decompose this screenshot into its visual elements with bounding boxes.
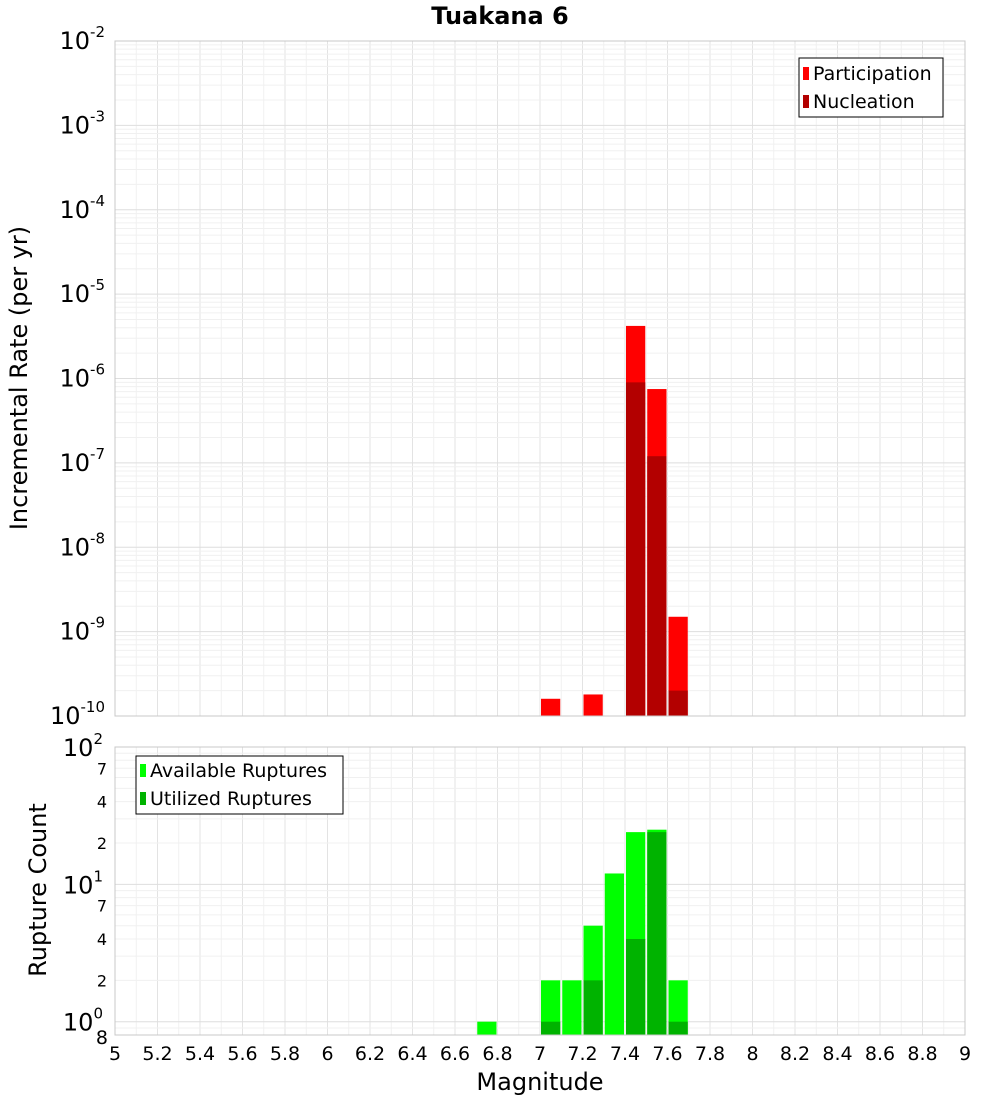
x-tick-label: 7.8 [695, 1043, 725, 1065]
ticks-layer: 10-1010-910-810-710-610-510-410-310-2100… [50, 23, 971, 1065]
chart-title: Tuakana 6 [431, 2, 569, 30]
bottom-bar-available-ruptures-2 [562, 980, 582, 1035]
top-y-tick-exponent: -2 [90, 23, 105, 41]
top-y-axis-label: Incremental Rate (per yr) [5, 226, 33, 530]
bottom-y-major-tick-exponent: 1 [93, 867, 103, 885]
top-plot-frame [114, 40, 966, 717]
top-bar-nucleation-2 [668, 690, 688, 716]
top-y-tick-exponent: -4 [90, 192, 105, 210]
legend-label-utilized-ruptures: Utilized Ruptures [150, 788, 312, 810]
x-tick-label: 7.6 [652, 1043, 682, 1065]
x-tick-label: 6 [321, 1043, 333, 1065]
legend-swatch-utilized-ruptures [140, 792, 146, 805]
bottom-y-major-tick-exponent: 0 [93, 1005, 103, 1023]
bottom-legend: Available Ruptures Utilized Ruptures [135, 755, 344, 815]
legend-label-available-ruptures: Available Ruptures [150, 760, 327, 782]
bottom-bar-utilized-ruptures-3 [647, 832, 667, 1035]
top-y-tick-label: 10-4 [59, 192, 105, 224]
x-tick-label: 7.2 [567, 1043, 597, 1065]
x-tick-label: 5.8 [270, 1043, 300, 1065]
legend-swatch-available-ruptures [140, 764, 146, 777]
top-legend-box [798, 57, 944, 118]
bottom-legend-box [135, 755, 344, 815]
x-tick-label: 8 [746, 1043, 758, 1065]
bottom-bar-utilized-ruptures-4 [668, 1021, 688, 1035]
x-tick-label: 6.2 [355, 1043, 385, 1065]
top-bar-participation-0 [541, 698, 561, 716]
x-tick-label: 5.2 [142, 1043, 172, 1065]
top-y-tick-exponent: -8 [90, 529, 105, 547]
x-tick-label: 8.8 [907, 1043, 937, 1065]
top-y-tick-exponent: -6 [90, 361, 105, 379]
grid-layer [114, 40, 966, 1036]
bottom-bar-utilized-ruptures-1 [583, 980, 603, 1035]
bottom-y-minor-tick-label: 2 [97, 834, 107, 853]
top-y-tick-label: 10-8 [59, 529, 105, 561]
legend-label-nucleation: Nucleation [813, 91, 915, 113]
top-legend: Participation Nucleation [798, 57, 944, 118]
top-y-tick-exponent: -10 [81, 698, 106, 716]
x-tick-label: 8.2 [780, 1043, 810, 1065]
top-y-tick-label: 10-7 [59, 445, 105, 477]
top-bar-nucleation-1 [647, 456, 667, 716]
bottom-bar-available-ruptures-1 [541, 980, 561, 1035]
legend-swatch-nucleation [803, 95, 809, 108]
top-bar-nucleation-0 [626, 382, 646, 716]
bottom-bar-utilized-ruptures-2 [626, 939, 646, 1035]
x-tick-label: 5.6 [227, 1043, 257, 1065]
top-y-tick-label: 10-3 [59, 107, 105, 139]
bottom-y-minor-tick-label: 4 [97, 793, 107, 812]
bottom-y-minor-tick-label: 4 [97, 930, 107, 949]
x-tick-label: 5.4 [185, 1043, 215, 1065]
top-y-tick-exponent: -7 [90, 445, 105, 463]
bottom-bar-utilized-ruptures-0 [541, 1021, 561, 1035]
bars-layer [477, 325, 688, 1035]
bottom-bar-available-ruptures-4 [604, 873, 624, 1035]
bottom-y-axis-label: Rupture Count [24, 803, 52, 977]
x-tick-label: 8.6 [865, 1043, 895, 1065]
bottom-y-major-tick-label: 101 [63, 867, 103, 899]
top-y-tick-exponent: -9 [90, 614, 105, 632]
bottom-y-minor-tick-label: 7 [97, 759, 107, 778]
top-y-tick-label: 10-6 [59, 361, 105, 393]
top-y-tick-exponent: -5 [90, 276, 105, 294]
top-bar-participation-1 [583, 694, 603, 716]
frame-layer [114, 40, 966, 1036]
x-axis-label: Magnitude [476, 1068, 603, 1096]
top-y-tick-label: 10-9 [59, 614, 105, 646]
bottom-y-minor-tick-label: 8 [96, 1027, 108, 1049]
legend-swatch-participation [803, 67, 809, 80]
x-tick-label: 9 [959, 1043, 971, 1065]
bottom-bar-available-ruptures-7 [668, 980, 688, 1035]
x-tick-label: 6.8 [482, 1043, 512, 1065]
top-y-tick-exponent: -3 [90, 107, 105, 125]
bottom-y-major-tick-exponent: 2 [93, 730, 103, 748]
bottom-plot-frame [114, 746, 966, 1036]
bottom-y-major-tick-label: 102 [63, 730, 103, 762]
x-tick-label: 6.4 [397, 1043, 427, 1065]
top-y-tick-label: 10-5 [59, 276, 105, 308]
top-y-tick-label: 10-2 [59, 23, 105, 55]
x-tick-label: 7.4 [610, 1043, 640, 1065]
bottom-y-minor-tick-label: 7 [97, 897, 107, 916]
bottom-bar-available-ruptures-0 [477, 1021, 497, 1035]
x-tick-label: 8.4 [822, 1043, 852, 1065]
bottom-y-minor-tick-label: 2 [97, 971, 107, 990]
x-tick-label: 5 [109, 1043, 121, 1065]
x-tick-label: 6.6 [440, 1043, 470, 1065]
legend-label-participation: Participation [813, 63, 932, 85]
top-y-tick-label: 10-10 [50, 698, 105, 730]
x-tick-label: 7 [534, 1043, 546, 1065]
